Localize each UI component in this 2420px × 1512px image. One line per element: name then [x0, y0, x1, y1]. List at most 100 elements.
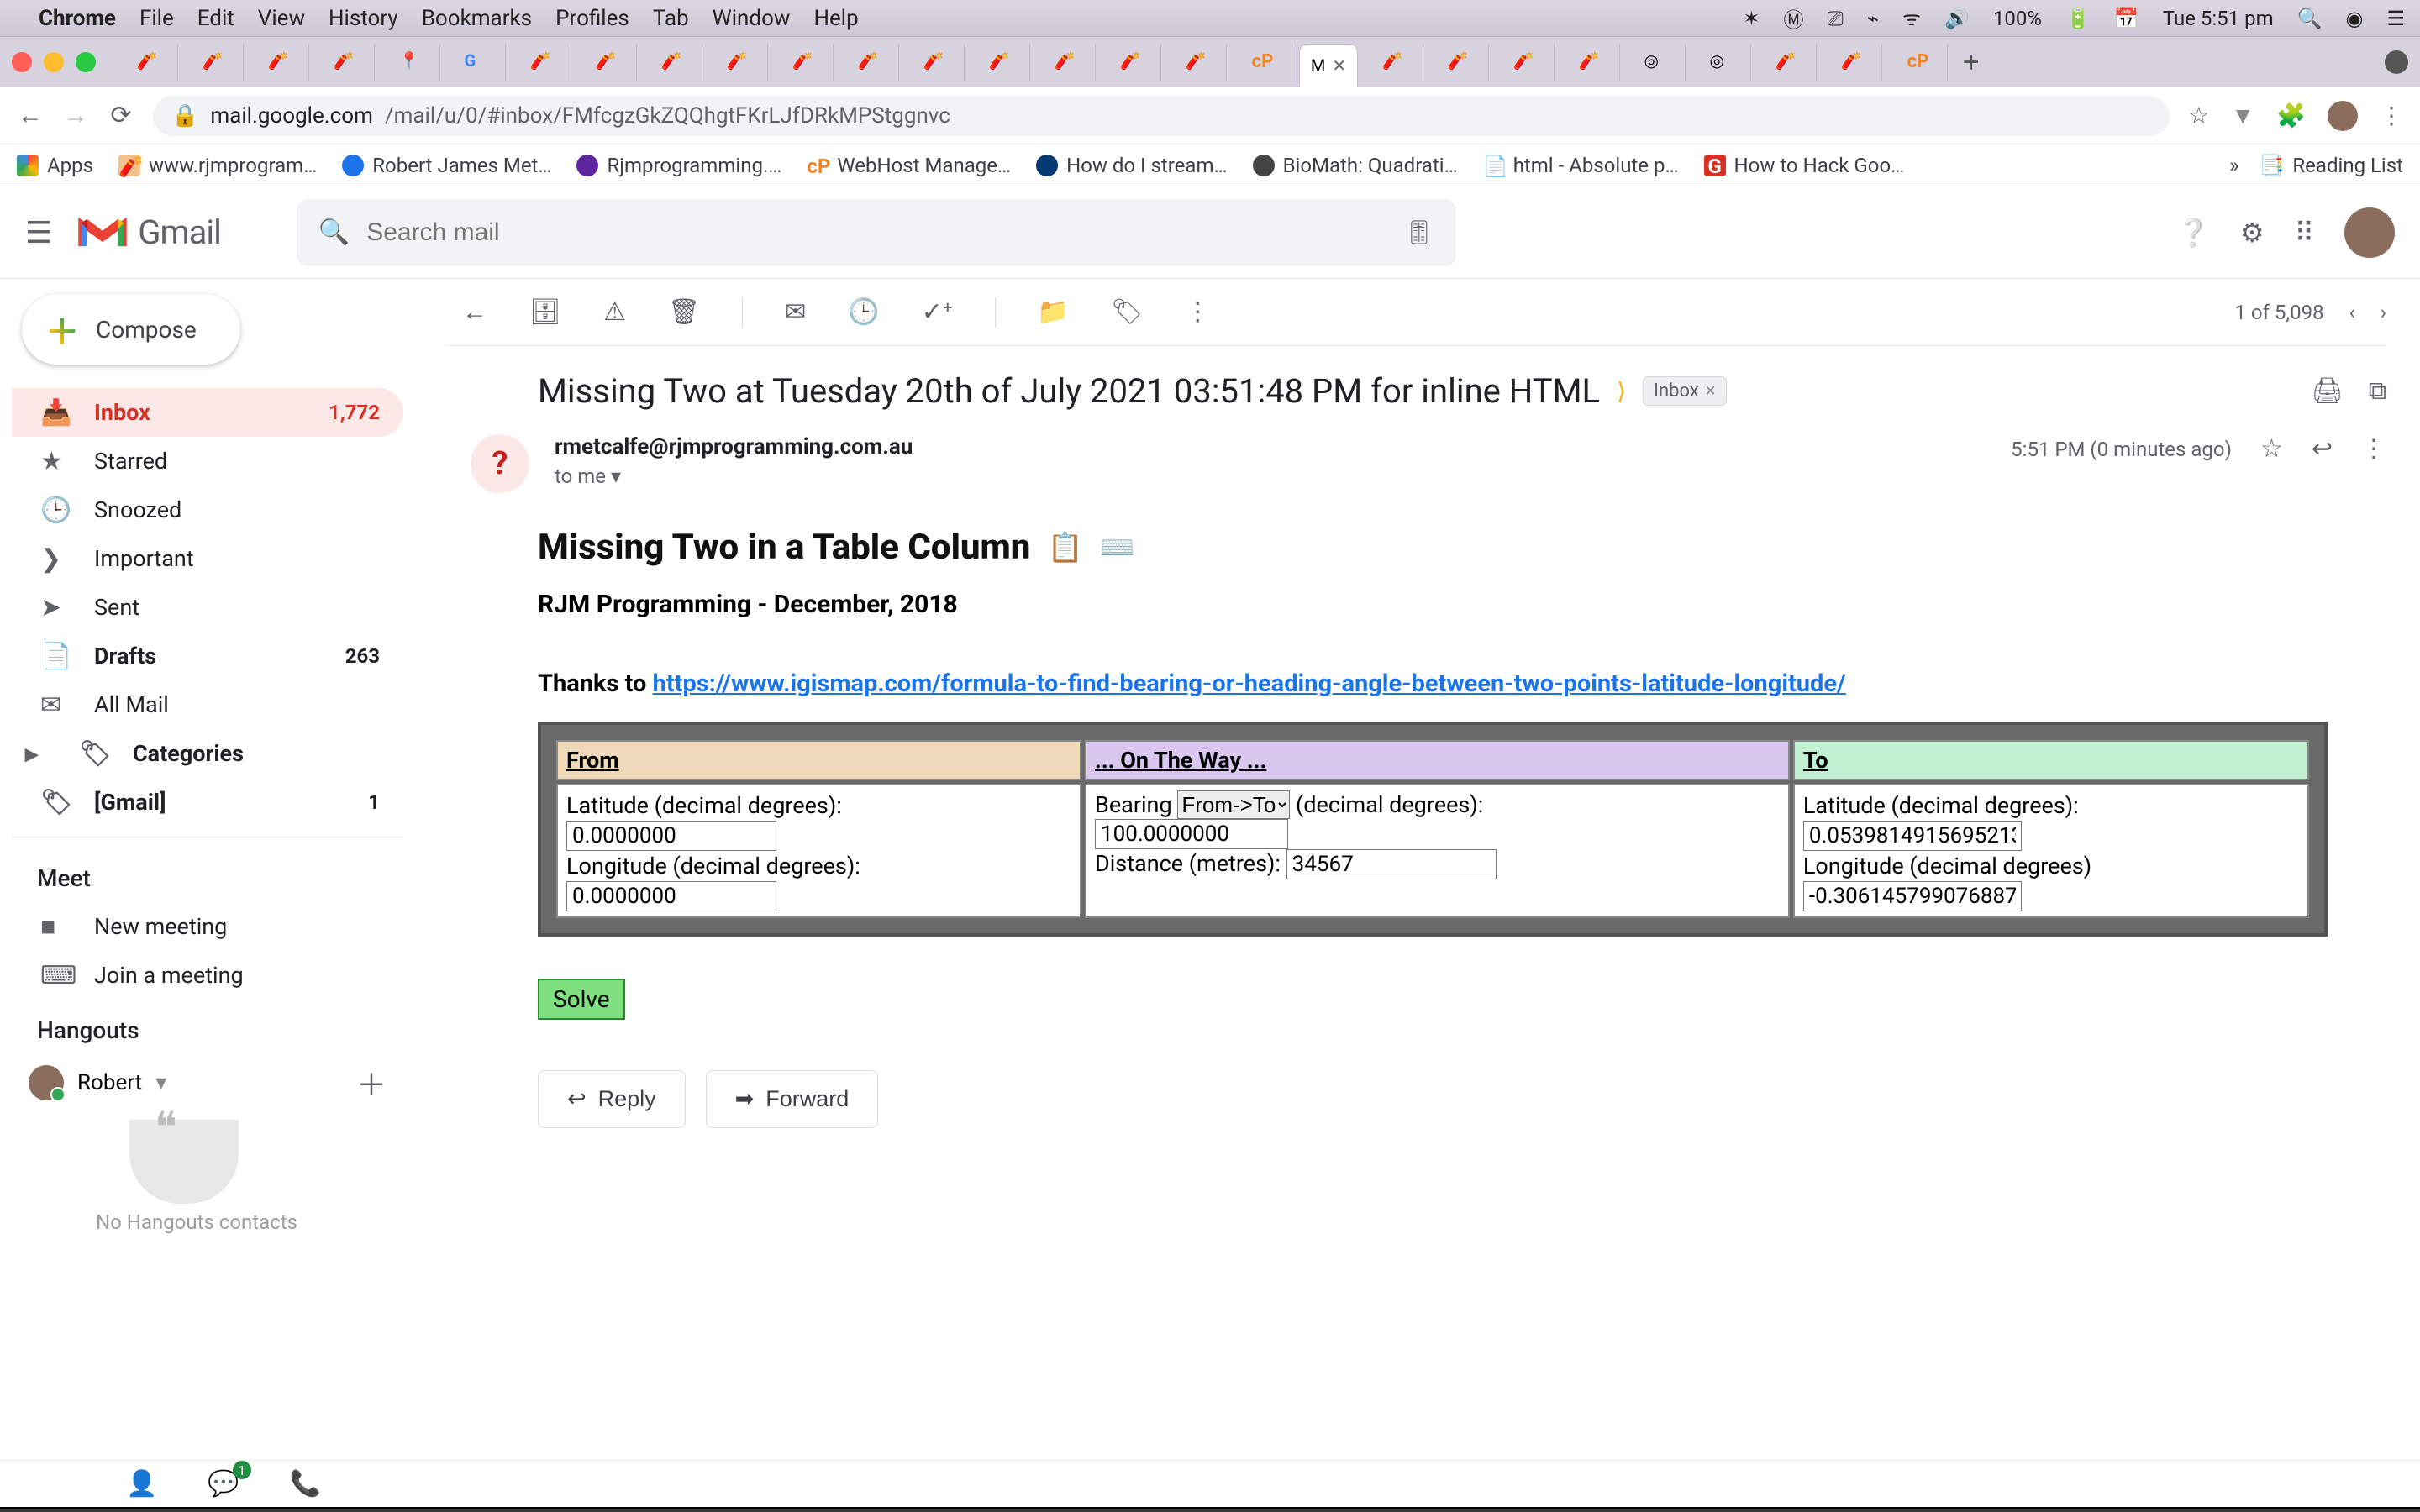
importance-marker-icon[interactable]: ⟩: [1617, 377, 1626, 405]
menu-profiles[interactable]: Profiles: [555, 6, 629, 31]
open-new-window-button[interactable]: ⧉: [2369, 376, 2386, 406]
browser-tab[interactable]: G: [447, 44, 506, 81]
more-button[interactable]: ⋮: [1185, 297, 1210, 327]
reply-button[interactable]: ↩Reply: [538, 1070, 686, 1128]
screen-mirror-icon[interactable]: ⎚: [1827, 7, 1843, 30]
control-center-icon[interactable]: ☰: [2386, 7, 2405, 30]
add-to-tasks-button[interactable]: ✓⁺: [922, 297, 953, 327]
google-apps-icon[interactable]: ⠿: [2295, 217, 2314, 249]
volume-icon[interactable]: 🔊: [1944, 7, 1970, 30]
gmail-logo[interactable]: Gmail: [77, 213, 221, 252]
print-button[interactable]: 🖨: [2311, 376, 2343, 406]
bookmark-item[interactable]: Rjmprogramming.…: [576, 154, 781, 177]
forward-button[interactable]: →: [62, 101, 89, 130]
menu-history[interactable]: History: [329, 6, 398, 31]
sidebar-item-categories[interactable]: ▸🏷Categories: [12, 729, 403, 778]
main-menu-button[interactable]: ☰: [25, 215, 52, 250]
distance-input[interactable]: [1286, 849, 1497, 879]
bookmark-star-icon[interactable]: ☆: [2188, 102, 2209, 129]
app-name[interactable]: Chrome: [39, 6, 116, 31]
bookmark-item[interactable]: How do I stream…: [1036, 154, 1227, 177]
browser-tab[interactable]: 🧨: [119, 44, 178, 81]
close-window-button[interactable]: [12, 52, 32, 72]
from-lon-input[interactable]: [566, 881, 776, 911]
sidebar-item-gmail-label[interactable]: 🏷[Gmail]1: [12, 778, 403, 827]
message-more-button[interactable]: ⋮: [2361, 434, 2386, 464]
new-tab-button[interactable]: +: [1963, 45, 1979, 79]
bluetooth-icon[interactable]: ⌁: [1867, 7, 1879, 30]
search-bar[interactable]: 🔍 🎚: [297, 199, 1456, 266]
browser-tab[interactable]: 🧨: [1037, 44, 1096, 81]
reading-list-button[interactable]: 📑Reading List: [2259, 154, 2403, 177]
archive-button[interactable]: 🗄: [529, 297, 561, 327]
snooze-button[interactable]: 🕒: [848, 297, 879, 327]
bookmark-item[interactable]: Robert James Met…: [342, 154, 551, 177]
browser-tab[interactable]: 🧨: [185, 44, 244, 81]
close-tab-icon[interactable]: ✕: [1332, 55, 1346, 76]
sender-address[interactable]: rmetcalfe@rjmprogramming.com.au: [555, 434, 1986, 459]
hangouts-tab-icon[interactable]: 💬1: [208, 1469, 239, 1499]
sidebar-item-snoozed[interactable]: 🕒Snoozed: [12, 486, 403, 534]
browser-tab[interactable]: 🧨: [1496, 44, 1555, 81]
pager-next-button[interactable]: ›: [2381, 301, 2386, 324]
thanks-link[interactable]: https://www.igismap.com/formula-to-find-…: [653, 669, 1846, 698]
browser-tab[interactable]: 🧨: [513, 44, 571, 81]
browser-tab-active[interactable]: M ✕: [1299, 44, 1358, 87]
profile-avatar-icon[interactable]: [2328, 101, 2358, 131]
browser-tab[interactable]: ◎: [1627, 44, 1686, 81]
remove-label-icon[interactable]: ×: [1706, 381, 1716, 402]
menu-edit[interactable]: Edit: [197, 6, 234, 31]
brave-shield-icon[interactable]: ▼: [2231, 102, 2254, 129]
browser-tab[interactable]: 🧨: [578, 44, 637, 81]
recipient-dropdown-icon[interactable]: ▾: [611, 465, 621, 488]
browser-tab[interactable]: 🧨: [775, 44, 834, 81]
chrome-menu-icon[interactable]: ⋮: [2380, 102, 2403, 129]
menu-help[interactable]: Help: [813, 6, 858, 31]
bearing-direction-select[interactable]: From->To: [1177, 790, 1290, 819]
browser-tab[interactable]: ◎: [1692, 44, 1751, 81]
to-lon-input[interactable]: [1803, 881, 2022, 911]
forward-button[interactable]: ➡Forward: [706, 1070, 879, 1128]
extensions-icon[interactable]: 🧩: [2276, 102, 2306, 129]
sidebar-item-important[interactable]: ❯Important: [12, 534, 403, 583]
bookmarks-overflow-button[interactable]: »: [2229, 154, 2238, 177]
reload-button[interactable]: ⟳: [108, 101, 134, 130]
hangouts-add-button[interactable]: ＋: [356, 1061, 387, 1105]
menu-file[interactable]: File: [139, 6, 174, 31]
labels-button[interactable]: 🏷: [1111, 297, 1143, 327]
menu-view[interactable]: View: [258, 6, 305, 31]
browser-tab[interactable]: 🧨: [971, 44, 1030, 81]
sidebar-item-inbox[interactable]: 📥 Inbox 1,772: [12, 388, 403, 437]
hangouts-dropdown-icon[interactable]: ▾: [155, 1070, 166, 1095]
search-icon[interactable]: 🔍: [318, 218, 350, 247]
browser-tab[interactable]: 🧨: [1561, 44, 1620, 81]
from-lat-input[interactable]: [566, 821, 776, 851]
menu-bookmarks[interactable]: Bookmarks: [422, 6, 532, 31]
reply-icon-button[interactable]: ↩: [2312, 434, 2333, 464]
browser-tab[interactable]: 🧨: [1758, 44, 1817, 81]
account-avatar[interactable]: [2344, 207, 2395, 258]
menubar-extra-icon[interactable]: ✶: [1743, 7, 1760, 30]
star-message-button[interactable]: ☆: [2260, 434, 2283, 464]
browser-tab[interactable]: 🧨: [906, 44, 965, 81]
sidebar-item-starred[interactable]: ★Starred: [12, 437, 403, 486]
label-chip[interactable]: Inbox×: [1643, 376, 1726, 406]
siri-icon[interactable]: ◉: [2346, 7, 2364, 30]
browser-tab[interactable]: 🧨: [316, 44, 375, 81]
minimize-window-button[interactable]: [44, 52, 64, 72]
browser-tab[interactable]: 🧨: [1168, 44, 1227, 81]
move-to-button[interactable]: 📁: [1038, 297, 1069, 327]
contacts-tab-icon[interactable]: 👤: [126, 1469, 157, 1499]
meet-join-meeting[interactable]: ⌨Join a meeting: [12, 951, 403, 1000]
search-input[interactable]: [366, 218, 1387, 247]
phone-tab-icon[interactable]: 📞: [290, 1469, 321, 1499]
hangouts-user-row[interactable]: Robert ▾ ＋: [12, 1054, 420, 1111]
bookmark-item[interactable]: cPWebHost Manage…: [807, 154, 1011, 177]
support-icon[interactable]: ❔: [2176, 217, 2210, 249]
bookmark-item[interactable]: GHow to Hack Goo…: [1704, 154, 1905, 177]
sidebar-item-allmail[interactable]: ✉All Mail: [12, 680, 403, 729]
mark-unread-button[interactable]: ✉: [785, 297, 806, 327]
bookmark-item[interactable]: 🧨www.rjmprogram…: [118, 154, 317, 177]
back-to-inbox-button[interactable]: ←: [462, 297, 487, 327]
browser-tab[interactable]: 🧨: [250, 44, 309, 81]
